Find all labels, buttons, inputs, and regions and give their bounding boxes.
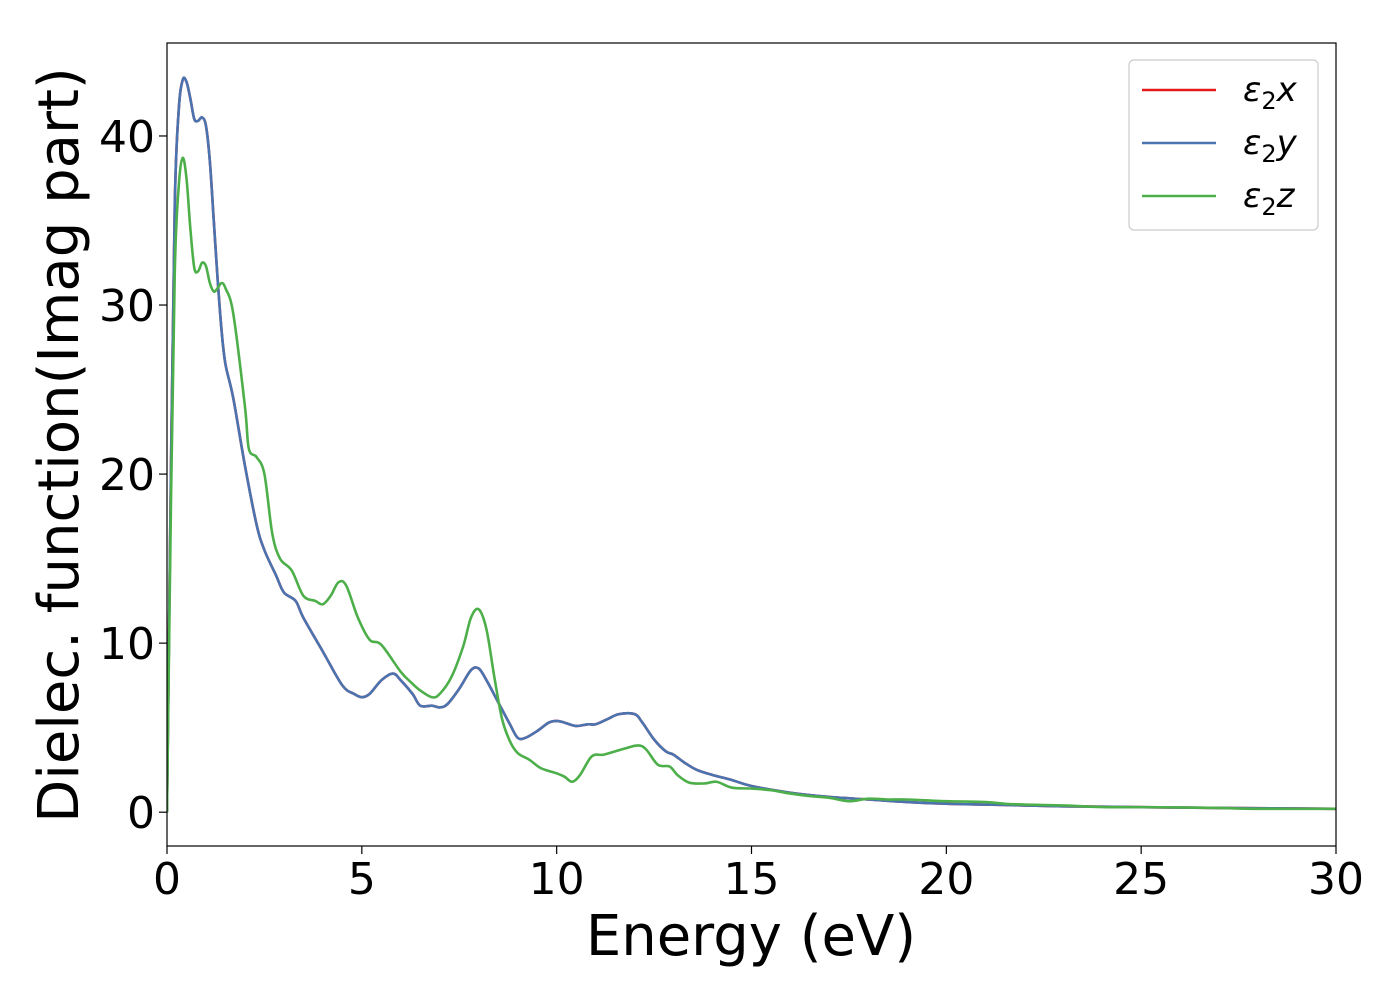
- legend-label-y: ε2y: [1243, 123, 1298, 168]
- legend-label-z: ε2z: [1243, 176, 1296, 221]
- y-tick-label: 10: [99, 619, 155, 670]
- legend: ε2x ε2y ε2z: [1128, 59, 1319, 231]
- y-axis-label: Dielec. function(Imag part): [27, 67, 92, 823]
- y-tick-label: 20: [99, 450, 155, 501]
- x-axis-label: Energy (eV): [586, 904, 916, 969]
- x-tick-label: 0: [153, 854, 181, 905]
- y-axis-ticks: 0 10 20 30 40: [99, 112, 167, 839]
- legend-box: [1128, 59, 1319, 231]
- x-tick-label: 25: [1113, 854, 1169, 905]
- series-line-y: [167, 76, 1336, 813]
- y-tick-label: 0: [127, 788, 155, 839]
- x-axis-ticks: 0 5 10 15 20 25 30: [153, 846, 1364, 905]
- x-tick-label: 10: [529, 854, 585, 905]
- x-tick-label: 5: [348, 854, 376, 905]
- series-line-z: [167, 156, 1336, 813]
- y-tick-label: 30: [99, 281, 155, 332]
- y-tick-label: 40: [99, 112, 155, 163]
- series-layer: [167, 76, 1336, 813]
- legend-label-x: ε2x: [1243, 70, 1298, 115]
- x-tick-label: 15: [724, 854, 780, 905]
- x-tick-label: 20: [918, 854, 974, 905]
- x-tick-label: 30: [1308, 854, 1364, 905]
